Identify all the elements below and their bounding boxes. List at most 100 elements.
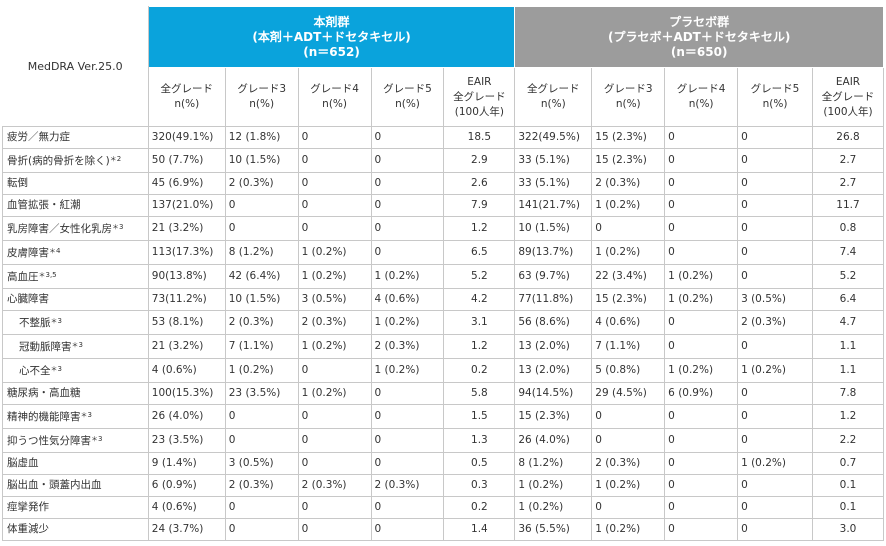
data-cell: 0 [664,428,739,453]
table-row: 心不全＊3 4 (0.6%) 1 (0.2%) 0 1 (0.2%) 0.2 13 (2.0… [2,358,885,383]
eair-cell: 2.9 [443,148,516,173]
data-cell: 0 [370,518,445,541]
data-cell: 10 (1.5%) [514,216,593,241]
data-cell: 0 [664,240,739,265]
data-cell: 1 (0.2%) [591,518,666,541]
data-cell: 141(21.7%) [514,194,593,217]
eair-cell: 18.5 [443,126,516,149]
row-label: 乳房障害／女性化乳房 [7,223,112,235]
eair-cell: 6.4 [811,288,885,311]
data-cell: 0 [224,496,299,519]
row-label-cell: 血管拡張・紅潮 [2,194,149,217]
eair-cell: 11.7 [811,194,885,217]
eair-cell: 2.7 [811,148,885,173]
row-label-cell: 高血圧＊3,5 [2,264,149,289]
data-cell: 1 (0.2%) [591,194,666,217]
data-cell: 320(49.1%) [147,126,226,149]
dictionary-version: MedDRA Ver.25.0 [2,6,149,127]
data-cell: 21 (3.2%) [147,216,226,241]
data-cell: 0 [737,148,813,173]
column-header-line: n(%) [615,98,641,110]
row-label-cell: 不整脈＊3 [2,310,149,335]
data-cell: 100(15.3%) [147,382,226,405]
placebo-group-title: プラセボ群 [669,14,730,29]
data-cell: 0 [737,216,813,241]
data-cell: 0 [737,404,813,429]
data-cell: 1 (0.2%) [737,358,813,383]
data-cell: 0 [591,496,666,519]
data-cell: 3 (0.5%) [297,288,372,311]
eair-cell: 6.5 [443,240,516,265]
data-cell: 94(14.5%) [514,382,593,405]
data-cell: 0 [370,172,445,195]
data-cell: 2 (0.3%) [297,310,372,335]
data-cell: 0 [370,194,445,217]
table-body: 疲労／無力症 320(49.1%) 12 (1.8%) 0 0 18.5 322(49.5%… [2,126,885,541]
eair-cell: 5.8 [443,382,516,405]
data-cell: 0 [370,382,445,405]
column-header-line: グレード4 [676,83,726,95]
data-cell: 2 (0.3%) [224,474,299,497]
data-cell: 0 [664,496,739,519]
footnote-marker: ＊4 [49,247,61,255]
data-cell: 4 (0.6%) [147,358,226,383]
column-header-line: n(%) [322,98,347,110]
data-cell: 113(17.3%) [147,240,226,265]
data-cell: 0 [737,496,813,519]
data-cell: 0 [664,474,739,497]
data-cell: 13 (2.0%) [514,358,593,383]
data-cell: 0 [737,240,813,265]
data-cell: 45 (6.9%) [147,172,226,195]
column-header-line: n(%) [174,98,200,110]
data-cell: 1 (0.2%) [224,358,299,383]
data-cell: 2 (0.3%) [591,452,666,475]
column-header-line: 全グレード [821,90,875,103]
adverse-events-table: MedDRA Ver.25.0 本剤群 (本剤＋ADT＋ドセタキセル) (n＝6… [2,6,885,541]
eair-cell: 3.0 [811,518,885,541]
eair-cell: 7.8 [811,382,885,405]
column-header: グレード5 n(%) [737,67,813,127]
data-cell: 1 (0.2%) [591,474,666,497]
data-cell: 0 [664,172,739,195]
placebo-group-n: (n＝650) [670,44,728,59]
row-label: 心臓障害 [7,293,49,305]
data-cell: 0 [737,194,813,217]
data-cell: 0 [591,428,666,453]
data-cell: 0 [297,216,372,241]
row-label-cell: 脳虚血 [2,452,149,475]
column-header-line: 全グレード [160,83,214,95]
data-cell: 0 [370,452,445,475]
eair-cell: 4.7 [811,310,885,335]
row-label: 体重減少 [7,523,49,535]
footnote-marker: ＊3 [80,411,92,419]
row-label: 精神的機能障害 [7,411,81,423]
eair-cell: 5.2 [443,264,516,289]
eair-cell: 0.8 [811,216,885,241]
data-cell: 4 (0.6%) [147,496,226,519]
data-cell: 7 (1.1%) [591,334,666,359]
data-cell: 0 [297,518,372,541]
column-header-line: 全グレード [453,90,506,103]
data-cell: 24 (3.7%) [147,518,226,541]
column-header-line: グレード4 [310,83,359,95]
drug-group-header: 本剤群 (本剤＋ADT＋ドセタキセル) (n＝652) [147,6,516,68]
row-label-cell: 体重減少 [2,518,149,541]
eair-cell: 26.8 [811,126,885,149]
data-cell: 0 [297,358,372,383]
data-cell: 6 (0.9%) [147,474,226,497]
table-row: 糖尿病・高血糖 100(15.3%) 23 (3.5%) 1 (0.2%) 0 5.8 94… [2,382,885,405]
data-cell: 0 [737,474,813,497]
data-cell: 1 (0.2%) [297,334,372,359]
data-cell: 0 [297,126,372,149]
data-cell: 2 (0.3%) [370,474,445,497]
table-row: 冠動脈障害＊3 21 (3.2%) 7 (1.1%) 1 (0.2%) 2 (0.3%)… [2,334,885,359]
column-header: グレード4 n(%) [664,67,739,127]
table-row: 心臓障害 73(11.2%) 10 (1.5%) 3 (0.5%) 4 (0.6%) 4.… [2,288,885,311]
data-cell: 4 (0.6%) [370,288,445,311]
data-cell: 36 (5.5%) [514,518,593,541]
data-cell: 23 (3.5%) [147,428,226,453]
data-cell: 0 [370,496,445,519]
row-label: 脳出血・頭蓋内出血 [7,479,102,491]
table-row: 骨折(病的骨折を除く)＊2 50 (7.7%) 10 (1.5%) 0 0 2.9 33 (… [2,148,885,173]
row-label-cell: 疲労／無力症 [2,126,149,149]
